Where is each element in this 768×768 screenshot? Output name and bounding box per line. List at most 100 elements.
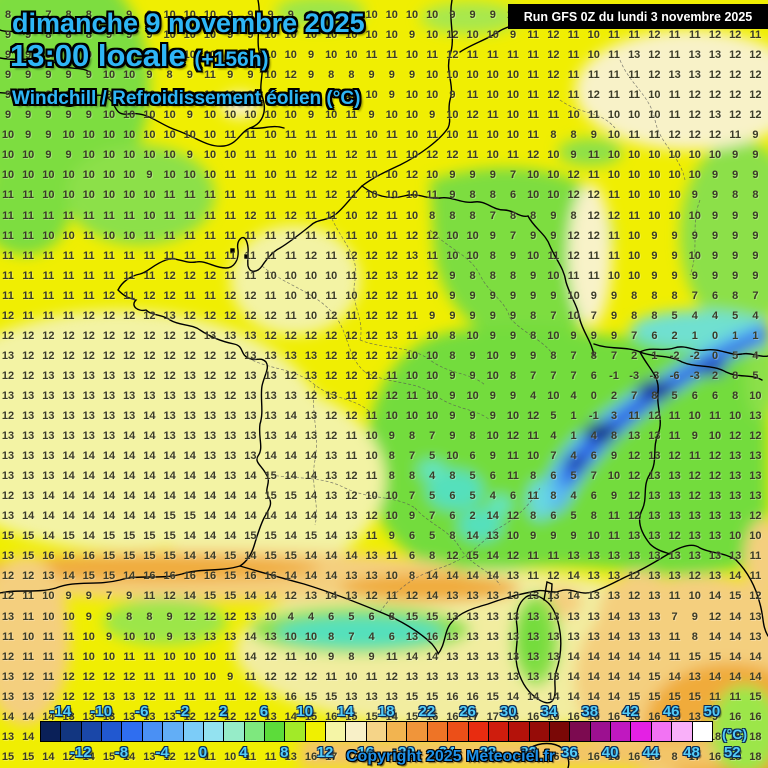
grid-value: 12	[285, 671, 297, 683]
grid-value: 10	[83, 149, 95, 161]
grid-value: 9	[389, 89, 395, 101]
grid-value: 14	[729, 611, 741, 623]
grid-value: 14	[22, 711, 34, 723]
grid-value: 11	[487, 49, 499, 61]
grid-value: 11	[346, 230, 358, 242]
grid-value: 13	[184, 390, 196, 402]
grid-value: 10	[184, 49, 196, 61]
grid-value: 10	[567, 310, 579, 322]
grid-value: 14	[466, 570, 478, 582]
grid-value: 13	[527, 671, 539, 683]
grid-value: 8	[389, 611, 395, 623]
grid-value: 10	[143, 129, 155, 141]
grid-value: 14	[487, 550, 499, 562]
scale-cell	[304, 721, 327, 742]
grid-value: 10	[305, 631, 317, 643]
scale-cell	[549, 721, 571, 742]
grid-value: 11	[507, 450, 519, 462]
scale-tick-label: -4	[155, 744, 168, 761]
grid-value: 12	[244, 310, 256, 322]
grid-value: 8	[732, 390, 738, 402]
grid-value: 14	[224, 530, 236, 542]
grid-value: 12	[163, 330, 175, 342]
grid-value: 9	[247, 49, 253, 61]
grid-value: 4	[571, 450, 577, 462]
grid-value: 9	[692, 430, 698, 442]
grid-value: 13	[62, 390, 74, 402]
grid-value: 11	[527, 430, 539, 442]
scale-tick-label: 16	[357, 744, 374, 761]
grid-value: 12	[507, 430, 519, 442]
grid-value: 13	[749, 631, 761, 643]
grid-value: 16	[426, 631, 438, 643]
grid-value: 13	[42, 570, 54, 582]
grid-value: 13	[2, 350, 14, 362]
grid-value: 12	[305, 169, 317, 181]
grid-value: 14	[446, 570, 458, 582]
grid-value: 14	[285, 450, 297, 462]
grid-value: 12	[527, 149, 539, 161]
grid-value: 11	[245, 169, 257, 181]
grid-value: 11	[527, 69, 539, 81]
grid-value: 14	[224, 490, 236, 502]
grid-value: 10	[446, 69, 458, 81]
grid-value: 14	[668, 671, 680, 683]
grid-value: 15	[62, 530, 74, 542]
grid-value: 14	[244, 590, 256, 602]
grid-value: 10	[426, 390, 438, 402]
grid-value: 13	[749, 410, 761, 422]
grid-value: 11	[184, 189, 196, 201]
grid-value: 16	[547, 751, 559, 763]
grid-value: 9	[409, 29, 415, 41]
grid-value: 10	[62, 129, 74, 141]
grid-value: 13	[264, 350, 276, 362]
grid-value: 11	[507, 149, 519, 161]
grid-value: 10	[345, 290, 357, 302]
grid-value: 16	[588, 711, 600, 723]
grid-value: 13	[668, 490, 680, 502]
grid-value: 10	[648, 149, 660, 161]
grid-value: 9	[449, 370, 455, 382]
grid-value: 9	[692, 270, 698, 282]
grid-value: 7	[429, 510, 435, 522]
grid-value: 9	[611, 310, 617, 322]
grid-value: 9	[490, 290, 496, 302]
grid-value: 13	[749, 450, 761, 462]
grid-value: 18	[749, 751, 761, 763]
grid-value: 10	[365, 230, 377, 242]
grid-value: 13	[224, 470, 236, 482]
grid-value: 9	[470, 410, 476, 422]
grid-value: 11	[22, 230, 34, 242]
copyright-text[interactable]: Copyright 2025 Meteociel.fr	[346, 748, 555, 766]
grid-value: 17	[466, 711, 478, 723]
grid-value: 12	[406, 270, 418, 282]
grid-value: 13	[22, 450, 34, 462]
grid-value: 15	[628, 691, 640, 703]
grid-value: 11	[305, 210, 317, 222]
grid-value: 8	[389, 470, 395, 482]
grid-value: 10	[163, 109, 175, 121]
grid-value: 13	[406, 671, 418, 683]
grid-value: 9	[389, 530, 395, 542]
grid-value: 13	[244, 450, 256, 462]
grid-value: 10	[608, 270, 620, 282]
grid-value: 9	[510, 350, 516, 362]
grid-value: 14	[244, 550, 256, 562]
grid-value: 12	[123, 310, 135, 322]
grid-value: 16	[588, 751, 600, 763]
grid-value: 13	[365, 691, 377, 703]
grid-value: 13	[446, 590, 458, 602]
grid-value: 9	[328, 651, 334, 663]
scale-cell	[528, 721, 550, 742]
grid-value: 9	[25, 29, 31, 41]
grid-value: 7	[490, 210, 496, 222]
grid-value: 9	[611, 490, 617, 502]
grid-value: 10	[406, 210, 418, 222]
grid-value: 16	[406, 751, 418, 763]
grid-value: 11	[83, 290, 95, 302]
grid-value: 10	[42, 169, 54, 181]
grid-value: 15	[103, 550, 115, 562]
grid-value: 9	[712, 189, 718, 201]
grid-value: 9	[752, 169, 758, 181]
